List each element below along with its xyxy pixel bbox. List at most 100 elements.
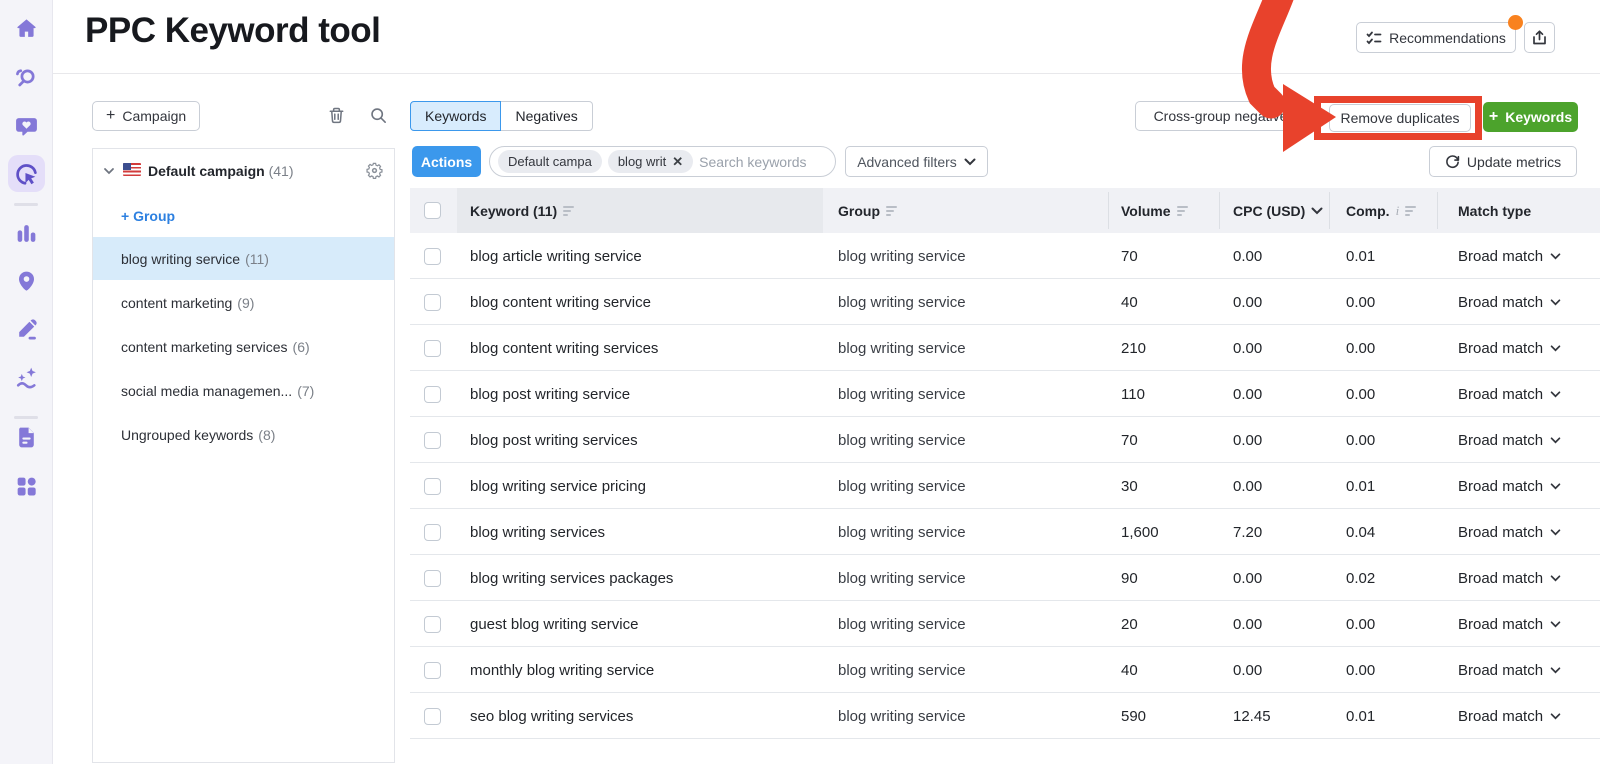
bar-chart-icon[interactable] bbox=[14, 221, 39, 246]
match-type-value: Broad match bbox=[1458, 385, 1544, 403]
match-type-value: Broad match bbox=[1458, 523, 1544, 541]
ppc-keyword-tool-icon[interactable] bbox=[14, 162, 39, 187]
search-icon[interactable] bbox=[369, 106, 388, 125]
match-type-value: Broad match bbox=[1458, 477, 1544, 495]
chevron-down-icon[interactable] bbox=[102, 164, 116, 178]
cell-group: blog writing service bbox=[838, 523, 966, 541]
remove-duplicates-button[interactable]: Remove duplicates bbox=[1329, 104, 1471, 132]
cell-volume: 110 bbox=[1121, 385, 1145, 403]
match-type-dropdown[interactable]: Broad match bbox=[1458, 647, 1561, 693]
cell-volume: 40 bbox=[1121, 661, 1138, 679]
row-checkbox[interactable] bbox=[424, 293, 441, 311]
row-checkbox[interactable] bbox=[424, 661, 441, 679]
export-button[interactable] bbox=[1524, 22, 1555, 53]
keyword-search-box[interactable]: Default campa blog writ ✕ bbox=[489, 146, 836, 177]
add-keywords-button[interactable]: + Keywords bbox=[1483, 102, 1578, 132]
chevron-down-icon bbox=[1550, 482, 1561, 490]
column-header-group[interactable]: Group bbox=[838, 188, 897, 233]
sparkles-icon[interactable] bbox=[14, 365, 39, 390]
table-row: blog writing services packages blog writ… bbox=[410, 555, 1600, 601]
campaign-row[interactable]: Default campaign (41) bbox=[93, 149, 394, 195]
add-campaign-button[interactable]: + Campaign bbox=[92, 101, 201, 131]
match-type-value: Broad match bbox=[1458, 293, 1544, 311]
seo-magnifier-icon[interactable] bbox=[14, 65, 39, 90]
match-type-dropdown[interactable]: Broad match bbox=[1458, 417, 1561, 463]
plus-icon: + bbox=[106, 107, 116, 124]
keyword-column-shade bbox=[457, 188, 823, 233]
chat-heart-icon[interactable] bbox=[14, 114, 39, 139]
table-row: blog article writing service blog writin… bbox=[410, 233, 1600, 279]
cell-keyword: blog article writing service bbox=[470, 247, 642, 265]
cell-keyword: blog content writing service bbox=[470, 293, 651, 311]
match-type-dropdown[interactable]: Broad match bbox=[1458, 371, 1561, 417]
column-header-cpc[interactable]: CPC (USD) bbox=[1233, 188, 1323, 233]
document-icon[interactable] bbox=[14, 425, 39, 450]
home-icon[interactable] bbox=[14, 16, 39, 41]
group-count: (8) bbox=[258, 426, 276, 443]
tab-keywords[interactable]: Keywords bbox=[410, 101, 502, 131]
select-all-checkbox[interactable] bbox=[424, 202, 441, 219]
match-type-value: Broad match bbox=[1458, 615, 1544, 633]
group-item-content-marketing-services[interactable]: content marketing services (6) bbox=[93, 325, 394, 368]
refresh-icon bbox=[1445, 154, 1460, 169]
filter-chip-campaign[interactable]: Default campa bbox=[498, 150, 602, 173]
table-row: guest blog writing service blog writing … bbox=[410, 601, 1600, 647]
cell-group: blog writing service bbox=[838, 431, 966, 449]
cell-keyword: guest blog writing service bbox=[470, 615, 639, 633]
apps-grid-icon[interactable] bbox=[14, 474, 39, 499]
group-item-blog-writing-service[interactable]: blog writing service (11) bbox=[93, 237, 394, 280]
group-item-content-marketing[interactable]: content marketing (9) bbox=[93, 281, 394, 324]
map-pin-icon[interactable] bbox=[14, 269, 39, 294]
cross-group-negatives-button[interactable]: Cross-group negatives bbox=[1135, 101, 1313, 131]
group-count: (6) bbox=[292, 338, 310, 355]
recommendations-button[interactable]: Recommendations bbox=[1356, 22, 1516, 53]
row-checkbox[interactable] bbox=[424, 569, 441, 587]
row-checkbox[interactable] bbox=[424, 431, 441, 449]
trash-icon[interactable] bbox=[327, 106, 346, 125]
cell-keyword: monthly blog writing service bbox=[470, 661, 655, 679]
filter-chip-query[interactable]: blog writ ✕ bbox=[607, 150, 694, 173]
advanced-filters-button[interactable]: Advanced filters bbox=[845, 146, 988, 177]
row-checkbox[interactable] bbox=[424, 523, 441, 541]
tab-negatives[interactable]: Negatives bbox=[501, 101, 593, 131]
cell-comp: 0.02 bbox=[1346, 569, 1376, 587]
match-type-dropdown[interactable]: Broad match bbox=[1458, 509, 1561, 555]
cell-group: blog writing service bbox=[838, 707, 966, 725]
match-type-dropdown[interactable]: Broad match bbox=[1458, 325, 1561, 371]
group-item-social-media-management[interactable]: social media managemen... (7) bbox=[93, 369, 394, 412]
row-checkbox[interactable] bbox=[424, 339, 441, 357]
add-group-link[interactable]: + Group bbox=[121, 208, 176, 224]
match-type-dropdown[interactable]: Broad match bbox=[1458, 693, 1561, 739]
match-type-dropdown[interactable]: Broad match bbox=[1458, 555, 1561, 601]
close-icon[interactable]: ✕ bbox=[672, 153, 684, 169]
cell-group: blog writing service bbox=[838, 339, 966, 357]
column-header-volume[interactable]: Volume bbox=[1121, 188, 1188, 233]
actions-button[interactable]: Actions bbox=[412, 146, 481, 177]
row-checkbox[interactable] bbox=[424, 615, 441, 633]
column-header-comp[interactable]: Comp. i bbox=[1346, 188, 1417, 233]
row-checkbox[interactable] bbox=[424, 385, 441, 403]
gear-icon[interactable] bbox=[366, 162, 383, 179]
cell-group: blog writing service bbox=[838, 477, 966, 495]
match-type-dropdown[interactable]: Broad match bbox=[1458, 601, 1561, 647]
cell-cpc: 0.00 bbox=[1233, 247, 1263, 265]
rail-divider bbox=[14, 416, 38, 419]
cell-keyword: blog post writing services bbox=[470, 431, 638, 449]
pencil-icon[interactable] bbox=[14, 317, 39, 342]
row-checkbox[interactable] bbox=[424, 707, 441, 725]
match-type-dropdown[interactable]: Broad match bbox=[1458, 279, 1561, 325]
cell-keyword: blog post writing service bbox=[470, 385, 631, 403]
chevron-down-icon bbox=[1550, 620, 1561, 628]
search-input[interactable] bbox=[699, 153, 827, 170]
cell-cpc: 0.00 bbox=[1233, 477, 1263, 495]
chevron-down-icon bbox=[964, 158, 976, 166]
update-metrics-button[interactable]: Update metrics bbox=[1429, 146, 1577, 177]
cell-keyword: seo blog writing services bbox=[470, 707, 634, 725]
match-type-dropdown[interactable]: Broad match bbox=[1458, 463, 1561, 509]
row-checkbox[interactable] bbox=[424, 247, 441, 265]
cell-cpc: 0.00 bbox=[1233, 293, 1263, 311]
match-type-dropdown[interactable]: Broad match bbox=[1458, 233, 1561, 279]
row-checkbox[interactable] bbox=[424, 477, 441, 495]
column-header-keyword[interactable]: Keyword (11) bbox=[470, 188, 575, 233]
group-item-ungrouped-keywords[interactable]: Ungrouped keywords (8) bbox=[93, 413, 394, 456]
